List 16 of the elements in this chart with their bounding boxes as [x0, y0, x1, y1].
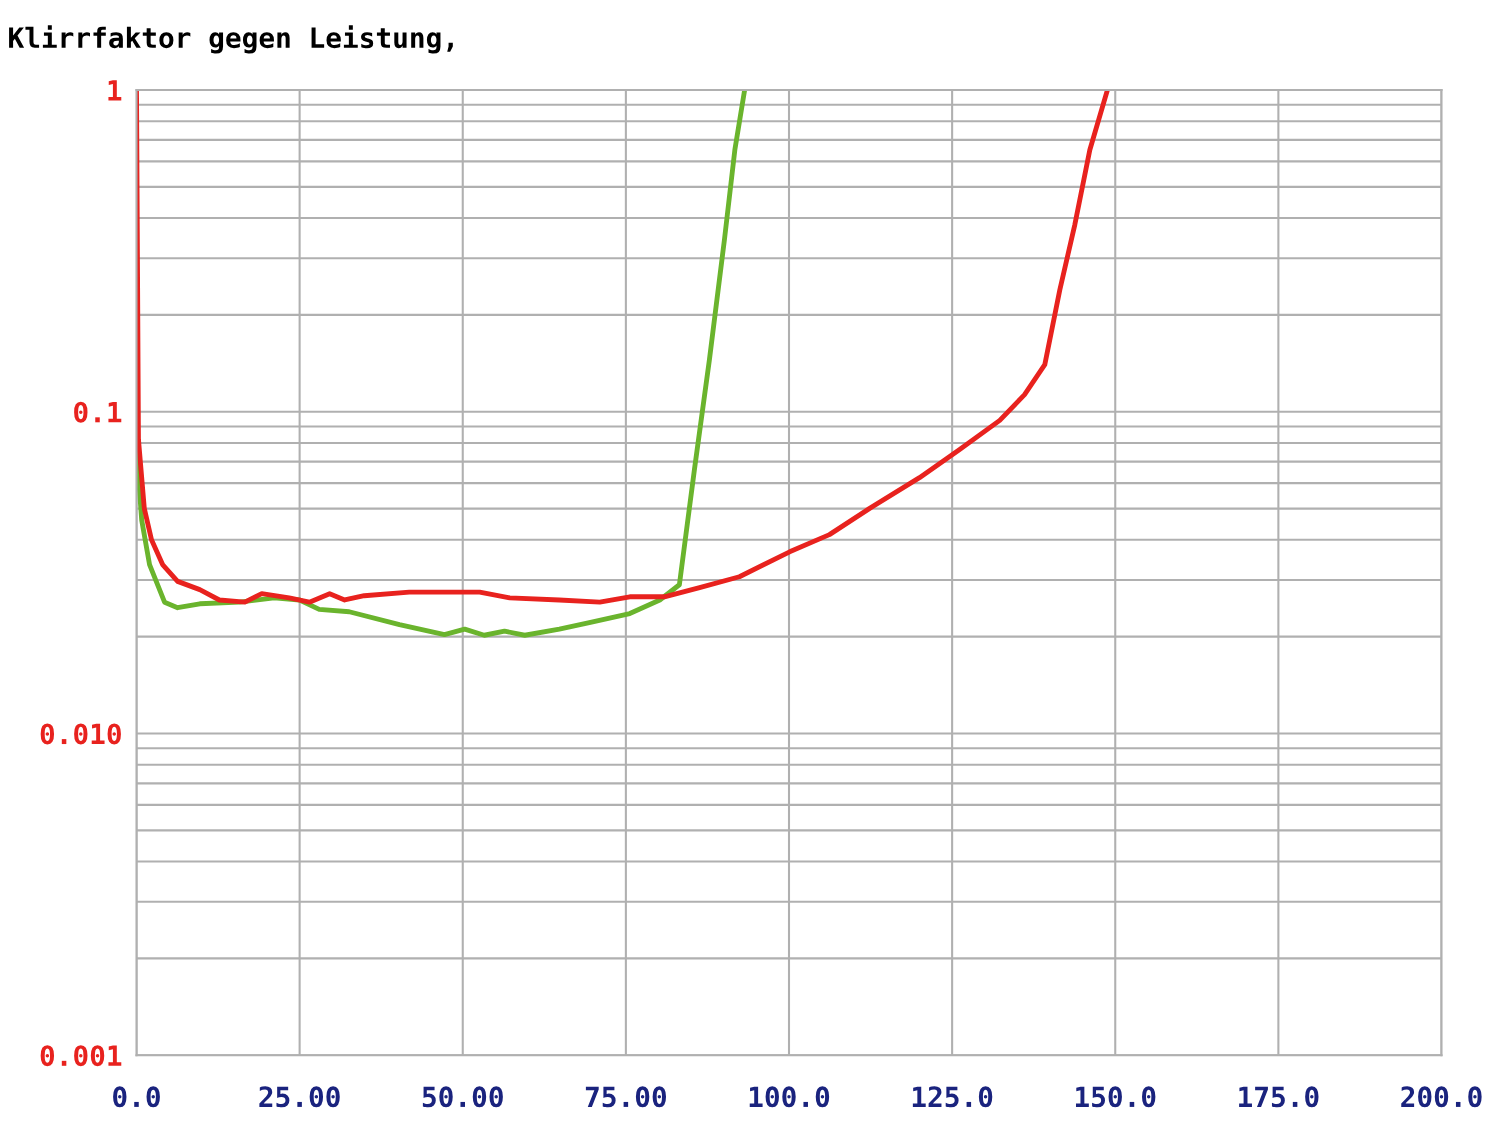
y-tick-label: 0.010	[40, 723, 121, 745]
x-tick-label: 25.00	[259, 1086, 340, 1108]
line-series	[136, 90, 748, 638]
x-tick-label: 200.0	[1401, 1086, 1482, 1108]
y-tick-label: 0.001	[40, 1045, 122, 1067]
x-tick-label: 50.00	[422, 1086, 503, 1108]
x-tick-label: 100.0	[749, 1086, 830, 1108]
x-tick-label: 125.0	[912, 1086, 993, 1108]
chart-title: Klirrfaktor gegen Leistung,	[9, 25, 453, 54]
x-tick-label: 75.00	[585, 1086, 667, 1108]
line-series	[136, 90, 1110, 605]
x-tick-label: 150.0	[1075, 1086, 1156, 1108]
x-tick-label: 0.0	[113, 1086, 160, 1108]
y-tick-label: 1	[108, 80, 122, 101]
x-tick-label: 175.0	[1239, 1086, 1319, 1108]
y-tick-label: 0.1	[74, 401, 122, 423]
